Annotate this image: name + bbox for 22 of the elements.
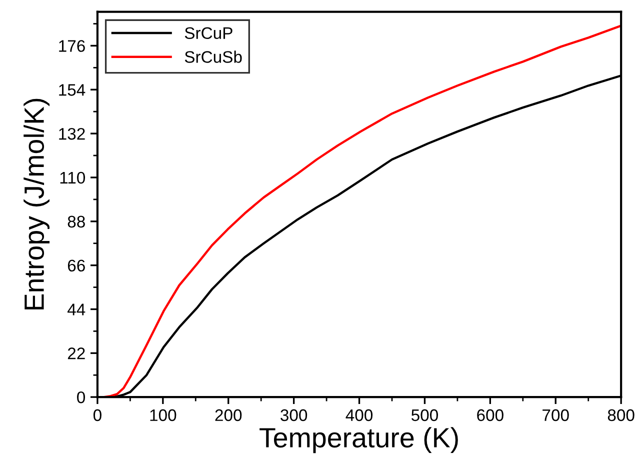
y-tick-label: 110 [60, 172, 86, 184]
y-tick-label: 132 [59, 128, 85, 140]
y-tick-label: 88 [68, 216, 85, 228]
legend-label: SrCuSb [184, 50, 242, 63]
x-tick-label: 800 [608, 409, 634, 422]
x-tick-label: 500 [411, 409, 438, 422]
x-tick-label: 200 [215, 409, 242, 422]
y-axis-title: Entropy (J/mol/K) [24, 98, 50, 310]
y-tick-label: 176 [59, 40, 85, 52]
x-tick-label: 600 [477, 409, 504, 422]
x-axis-title: Temperature (K) [260, 427, 458, 454]
y-tick-label: 154 [59, 84, 86, 96]
y-tick-label: 0 [77, 391, 86, 404]
legend-label: SrCuP [184, 27, 232, 40]
x-tick-label: 0 [93, 409, 102, 422]
x-tick-label: 400 [346, 409, 373, 422]
y-tick-label: 22 [68, 348, 85, 360]
x-tick-label: 700 [542, 409, 569, 422]
y-tick-label: 44 [68, 304, 86, 316]
x-tick-label: 100 [150, 409, 176, 422]
x-tick-label: 300 [280, 409, 308, 422]
y-tick-label: 66 [68, 260, 85, 272]
